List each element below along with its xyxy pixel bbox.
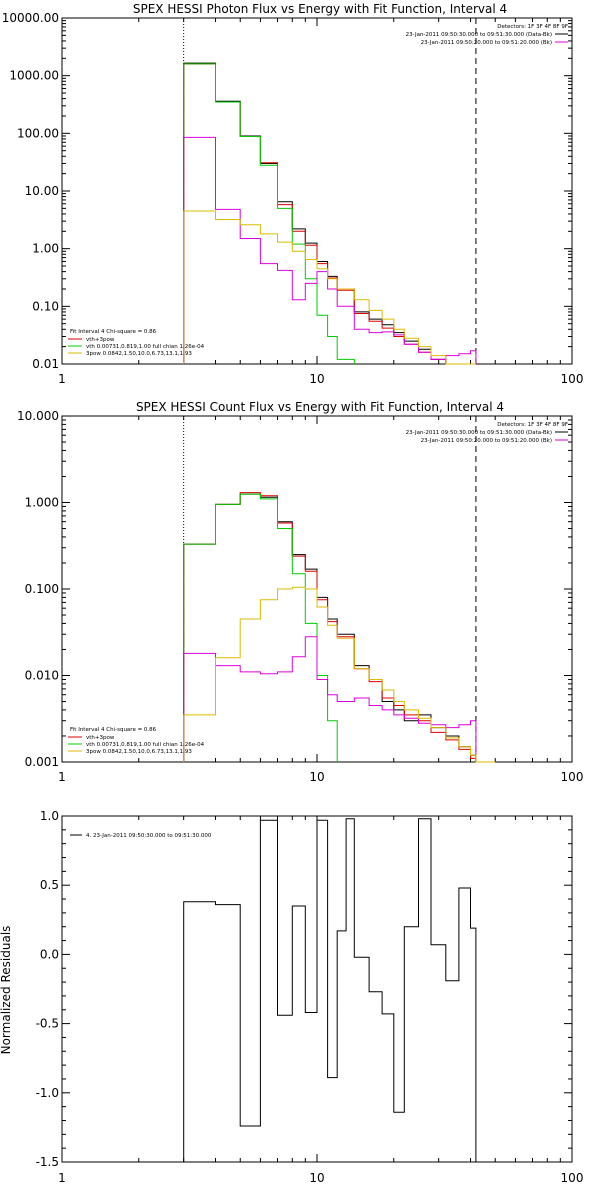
panel-3-legend: 4. 23-Jan-2011 09:50:30.000 to 09:51:30.…: [70, 833, 212, 839]
panel-2-vertical-markers: [183, 416, 477, 762]
y-tick-label: -1.0: [36, 1086, 59, 1100]
legend-fit-interval: Fit Interval 4 Chi-square = 0.86: [70, 727, 157, 733]
panel-2-x-tick-labels: 1 10 100: [58, 770, 583, 784]
legend-data-interval: 23-Jan-2011 09:50:30.000 to 09:51:30.000…: [406, 430, 552, 436]
legend-fit-interval: Fit Interval 4 Chi-square = 0.86: [70, 329, 157, 335]
series-4-step-line: [183, 210, 476, 365]
panel-3-x-tick-1: 1: [58, 1171, 66, 1185]
panel-2-x-tick-1: 1: [58, 770, 66, 784]
legend-bk-interval: 23-Jan-2011 09:50:20.000 to 09:51:20.000…: [421, 40, 552, 46]
panel-1-y-tick-labels: 0.01 0.10 1.00 10.00 100.00 1000.00 10000.00: [2, 11, 59, 371]
panel-3-ticks: [61, 815, 573, 1163]
y-tick-label: 1000.00: [9, 69, 59, 83]
y-tick-label: -0.5: [36, 1017, 59, 1031]
legend-detectors: Detectors: 1F 3F 4F 8F 9F: [497, 24, 568, 30]
panel-1-x-tick-100: 100: [561, 372, 584, 386]
panel-3-x-tick-labels: 1 10 100: [58, 1171, 583, 1185]
y-tick-label: 0.01: [32, 357, 59, 371]
panel-2-legend-bottom: Fit Interval 4 Chi-square = 0.86 vth+3po…: [68, 727, 205, 755]
legend-3pow-model: 3pow 0.0842,1.50,10.0,6.73,13.1,1.93: [86, 749, 192, 755]
panel-3-x-tick-100: 100: [561, 1171, 584, 1185]
series-3-step-line: [183, 136, 477, 364]
y-tick-label: 0.0: [40, 947, 59, 961]
photon-flux-panel: SPEX HESSI Photon Flux vs Energy with Fi…: [2, 2, 584, 386]
panel-1-legend-top: Detectors: 1F 3F 4F 8F 9F 23-Jan-2011 09…: [406, 24, 568, 46]
panel-3-y-axis-label: Normalized Residuals: [0, 926, 13, 1055]
y-tick-label: 0.100: [25, 582, 59, 596]
y-tick-label: 100.00: [17, 126, 59, 140]
y-tick-label: 1.000: [25, 496, 59, 510]
panel-2-y-tick-labels: 0.001 0.010 0.100 1.000 10.000: [17, 409, 59, 769]
panel-1-x-tick-1: 1: [58, 372, 66, 386]
legend-vth-model: vth 0.00731,0.819,1.00 full chian 1.26e-…: [86, 344, 205, 350]
y-tick-label: 1.00: [32, 242, 59, 256]
panel-1-legend-bottom: Fit Interval 4 Chi-square = 0.86 vth+3po…: [68, 329, 205, 357]
legend-vth-model: vth 0.00731,0.819,1.00 full chian 1.26e-…: [86, 742, 205, 748]
legend-residual-interval: 4. 23-Jan-2011 09:50:30.000 to 09:51:30.…: [86, 833, 212, 839]
series-4-step-line: [183, 586, 496, 763]
legend-detectors: Detectors: 1F 3F 4F 8F 9F: [497, 422, 568, 428]
y-tick-label: 0.001: [25, 755, 59, 769]
legend-3pow-model: 3pow 0.0842,1.50,10.0,6.73,13.1,1.93: [86, 351, 192, 357]
series-2-step-line: [183, 63, 355, 364]
legend-total-model: vth+3pow: [86, 735, 115, 741]
legend-bk-interval: 23-Jan-2011 09:50:20.000 to 09:51:20.000…: [421, 438, 552, 444]
panel-2-x-tick-10: 10: [309, 770, 324, 784]
series-3-step-line: [183, 636, 477, 762]
series-0-step-line: [183, 62, 476, 365]
panel-1-title: SPEX HESSI Photon Flux vs Energy with Fi…: [133, 2, 507, 16]
count-flux-panel: SPEX HESSI Count Flux vs Energy with Fit…: [17, 400, 583, 784]
series-1-step-line: [183, 492, 496, 763]
panel-2-title: SPEX HESSI Count Flux vs Energy with Fit…: [136, 400, 504, 414]
panel-1-vertical-markers: [183, 18, 477, 364]
series-0-step-line: [183, 493, 496, 763]
panel-1-series: [183, 62, 477, 365]
y-tick-label: 10000.00: [2, 11, 59, 25]
y-tick-label: 10.000: [17, 409, 59, 423]
panel-3-series: [183, 818, 477, 1162]
y-tick-label: 0.5: [40, 878, 59, 892]
series-0-step-line: [183, 818, 477, 1162]
y-tick-label: 0.10: [32, 299, 59, 313]
legend-total-model: vth+3pow: [86, 337, 115, 343]
panel-1-ticks: [61, 17, 573, 365]
panel-1-x-tick-labels: 1 10 100: [58, 372, 583, 386]
panel-3-x-tick-10: 10: [309, 1171, 324, 1185]
legend-data-interval: 23-Jan-2011 09:50:30.000 to 09:51:30.000…: [406, 32, 552, 38]
series-2-step-line: [183, 493, 338, 762]
y-tick-label: 0.010: [25, 669, 59, 683]
residuals-panel: -1.5 -1.0 -0.5 0.0 0.5 1.0 1 10 100 Normalize…: [0, 809, 583, 1185]
y-tick-label: -1.5: [36, 1155, 59, 1169]
panel-2-x-tick-100: 100: [561, 770, 584, 784]
y-tick-label: 1.0: [40, 809, 59, 823]
series-1-step-line: [183, 63, 476, 365]
panel-2-ticks: [61, 415, 573, 763]
panel-3-y-tick-labels: -1.5 -1.0 -0.5 0.0 0.5 1.0: [36, 809, 59, 1169]
y-tick-label: 10.00: [25, 184, 59, 198]
panel-2-legend-top: Detectors: 1F 3F 4F 8F 9F 23-Jan-2011 09…: [406, 422, 568, 444]
panel-2-series: [183, 492, 496, 763]
panel-1-x-tick-10: 10: [309, 372, 324, 386]
